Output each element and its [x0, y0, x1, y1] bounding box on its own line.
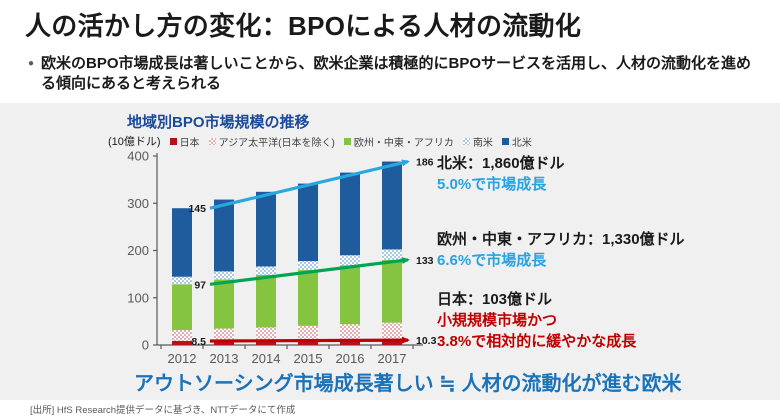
bar-segment-s3-2012	[172, 276, 192, 285]
annotation-japan-line3: 3.8%で相対的に緩やかな成長	[437, 333, 637, 350]
legend-item: アジア太平洋(日本を除く)	[208, 134, 335, 149]
y-tick-label: 200	[127, 243, 149, 258]
x-axis-label: 2015	[294, 351, 323, 366]
bar-segment-s1-2012	[172, 330, 192, 341]
annotation-emea-growth: 6.6%で市場成長	[437, 252, 547, 269]
bar-segment-s3-2017	[382, 249, 402, 260]
north-america-trend-end-label: 186	[416, 157, 434, 169]
legend-item: 北米	[501, 134, 532, 149]
annotation-emea-title: 欧州・中東・アフリカ：1,330億ドル	[437, 231, 685, 248]
legend-item: 欧州・中東・アフリカ	[343, 134, 454, 149]
emea-trend-arrow	[209, 257, 410, 286]
annotation-japan-title: 日本：103億ドル	[437, 291, 553, 308]
bar-segment-s4-2016	[340, 172, 360, 256]
bar-segment-s1-2015	[298, 325, 318, 341]
x-axis-label: 2013	[210, 351, 239, 366]
bar-segment-s2-2013	[214, 279, 234, 329]
bar-segment-s0-2014	[256, 340, 276, 345]
bar-segment-s3-2015	[298, 261, 318, 271]
bar-segment-s2-2017	[382, 259, 402, 323]
japan-trend-start-label: 8.5	[191, 336, 206, 348]
legend-item: 日本	[169, 134, 200, 149]
legend-label: 北米	[511, 137, 532, 149]
y-tick-label: 100	[127, 290, 149, 305]
chart-legend: (10億ドル) 日本 アジア太平洋(日本を除く) 欧州・中東・アフリカ 南米 北米	[108, 133, 532, 149]
japan-trend-arrow	[209, 336, 410, 344]
bar-segment-s3-2016	[340, 255, 360, 266]
bar-segment-s1-2014	[256, 327, 276, 341]
x-axis-label: 2016	[336, 351, 365, 366]
legend-item: 南米	[462, 134, 493, 149]
bar-segment-s0-2013	[214, 340, 234, 345]
annotation-north-america: 北米：1,860億ドル 5.0%で市場成長	[437, 153, 565, 195]
bar-segment-s3-2013	[214, 271, 234, 280]
source-footer: [出所] HfS Research提供データに基づき、NTTデータにて作成	[30, 405, 296, 416]
bullet-text: 欧米のBPO市場成長は著しいことから、欧米企業は積極的にBPOサービスを活用し、…	[41, 55, 752, 92]
legend-swatch-icon	[343, 137, 351, 145]
annotation-japan-line2: 小規規模市場かつ	[437, 312, 558, 329]
legend-label: アジア太平洋(日本を除く)	[218, 137, 335, 149]
bar-segment-s0-2017	[382, 340, 402, 345]
bar-segment-s4-2014	[256, 191, 276, 267]
legend-swatch-icon	[462, 137, 470, 145]
chart-title: 地域別BPO市場規模の推移	[127, 114, 310, 131]
legend-swatch-icon	[208, 137, 216, 145]
bar-segment-s1-2017	[382, 322, 402, 341]
bar-segment-s4-2013	[214, 199, 234, 272]
page-title: 人の活かし方の変化：BPOによる人材の流動化	[25, 11, 582, 41]
bullet-icon: ●	[28, 58, 35, 69]
annotation-emea: 欧州・中東・アフリカ：1,330億ドル 6.6%で市場成長	[437, 229, 685, 271]
axis-unit-label: (10億ドル)	[108, 136, 161, 148]
bar-segment-s4-2015	[298, 183, 318, 262]
x-axis-label: 2012	[168, 351, 197, 366]
legend-label: 日本	[179, 137, 200, 149]
legend-items: 日本 アジア太平洋(日本を除く) 欧州・中東・アフリカ 南米 北米	[169, 134, 532, 149]
bar-segment-s2-2015	[298, 270, 318, 326]
bar-segment-s3-2014	[256, 266, 276, 275]
bullet-row: ● 欧米のBPO市場成長は著しいことから、欧米企業は積極的にBPOサービスを活用…	[28, 54, 760, 94]
y-tick-label: 400	[127, 150, 149, 164]
bar-segment-s4-2012	[172, 208, 192, 277]
annotation-japan: 日本：103億ドル 小規規模市場かつ 3.8%で相対的に緩やかな成長	[437, 289, 636, 352]
bar-segment-s2-2016	[340, 265, 360, 325]
chart-panel: 地域別BPO市場規模の推移 (10億ドル) 日本 アジア太平洋(日本を除く) 欧州・…	[0, 103, 780, 400]
bar-segment-s2-2014	[256, 274, 276, 328]
y-tick-label: 300	[127, 196, 149, 211]
legend-label: 欧州・中東・アフリカ	[353, 137, 454, 149]
x-axis-label: 2014	[252, 351, 281, 366]
japan-trend-end-label: 10.3	[416, 335, 437, 347]
emea-trend-end-label: 133	[416, 255, 434, 267]
legend-label: 南米	[472, 137, 493, 149]
annotation-north-america-title: 北米：1,860億ドル	[437, 155, 565, 172]
bar-segment-s4-2017	[382, 161, 402, 250]
bar-segment-s0-2015	[298, 340, 318, 345]
x-axis-label: 2017	[378, 351, 407, 366]
bar-segment-s0-2016	[340, 340, 360, 345]
y-tick-label: 0	[142, 338, 149, 353]
north-america-trend-start-label: 145	[188, 203, 206, 215]
bar-segment-s1-2016	[340, 324, 360, 341]
north-america-trend-arrow	[209, 159, 410, 210]
legend-swatch-icon	[501, 137, 509, 145]
annotation-north-america-growth: 5.0%で市場成長	[437, 176, 547, 193]
conclusion-statement: アウトソーシング市場成長著しい ≒ 人材の流動化が進む欧米	[134, 373, 682, 395]
legend-swatch-icon	[169, 137, 177, 145]
bar-segment-s0-2012	[172, 340, 192, 345]
bar-segment-s1-2013	[214, 328, 234, 341]
bar-segment-s2-2012	[172, 284, 192, 331]
emea-trend-start-label: 97	[194, 279, 206, 291]
stacked-bar-chart: 0 100 200 300 400 2012 2013 2014 2015 2016 2017 8.5…	[127, 150, 437, 366]
